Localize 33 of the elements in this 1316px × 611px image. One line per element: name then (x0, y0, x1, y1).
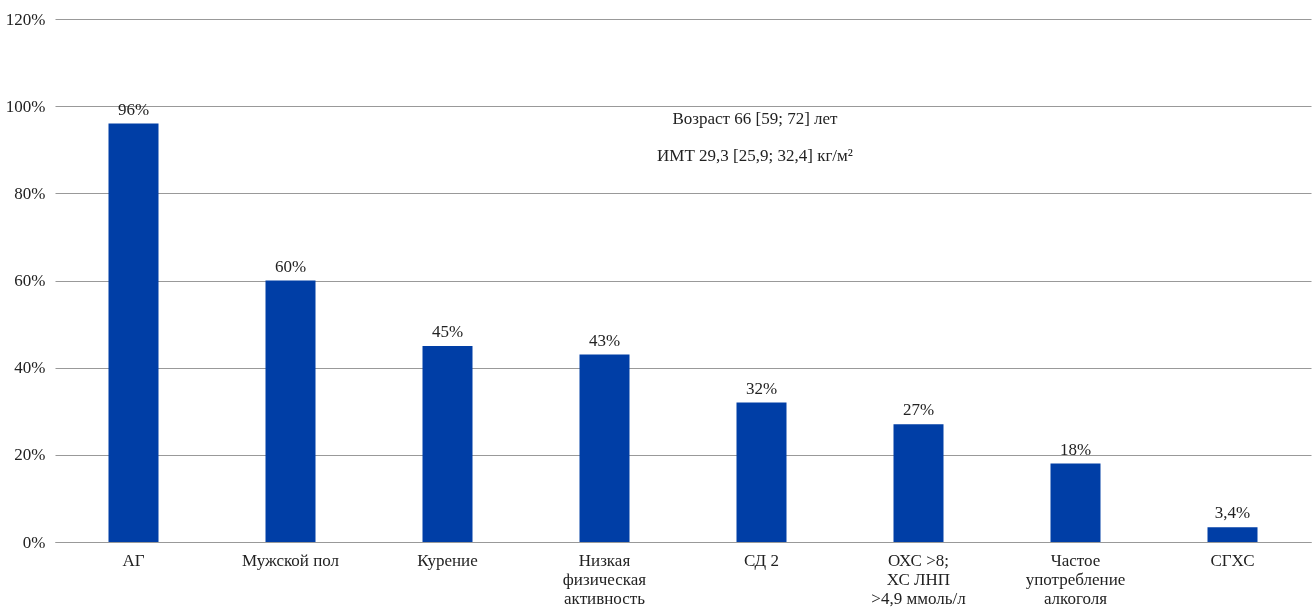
bar (422, 345, 473, 542)
annotation: Возраст 66 [59; 72] лет (672, 109, 839, 128)
bar (893, 424, 944, 542)
data-label: 45% (431, 321, 464, 341)
bar (1050, 463, 1101, 542)
y-tick-label: 60% (14, 271, 46, 290)
y-tick-label: 120% (5, 9, 46, 29)
x-tick-label: Частое употребление алкоголя (1025, 550, 1126, 608)
bar (265, 280, 316, 542)
x-tick-label: ОХС >8; ХС ЛНП >4,9 ммоль/л (871, 550, 967, 608)
y-tick-label: 100% (5, 96, 46, 116)
data-label: 18% (1059, 439, 1092, 459)
x-tick-label: СД 2 (744, 550, 779, 570)
x-tick-label: СГХС (1210, 550, 1255, 570)
bar (108, 123, 159, 542)
annotation: ИМТ 29,3 [25,9; 32,4] кг/м² (657, 146, 853, 165)
data-label: 32% (745, 378, 778, 398)
y-tick-label: 20% (14, 445, 46, 465)
x-tick-label: Курение (417, 550, 478, 570)
data-label: 43% (588, 330, 621, 350)
bar (736, 402, 787, 542)
x-tick-label: Мужской пол (241, 550, 340, 570)
data-label: 60% (274, 256, 307, 276)
data-label: 27% (902, 400, 935, 420)
bar (1207, 527, 1258, 542)
x-tick-label: Низкая физическая активность (562, 550, 647, 608)
y-tick-label: 80% (14, 183, 46, 203)
data-label: 96% (117, 99, 150, 119)
data-label: 3,4% (1214, 503, 1251, 523)
y-tick-label: 0% (22, 532, 46, 552)
bar (579, 354, 630, 542)
x-tick-label: АГ (122, 550, 145, 570)
y-tick-label: 40% (14, 358, 46, 378)
